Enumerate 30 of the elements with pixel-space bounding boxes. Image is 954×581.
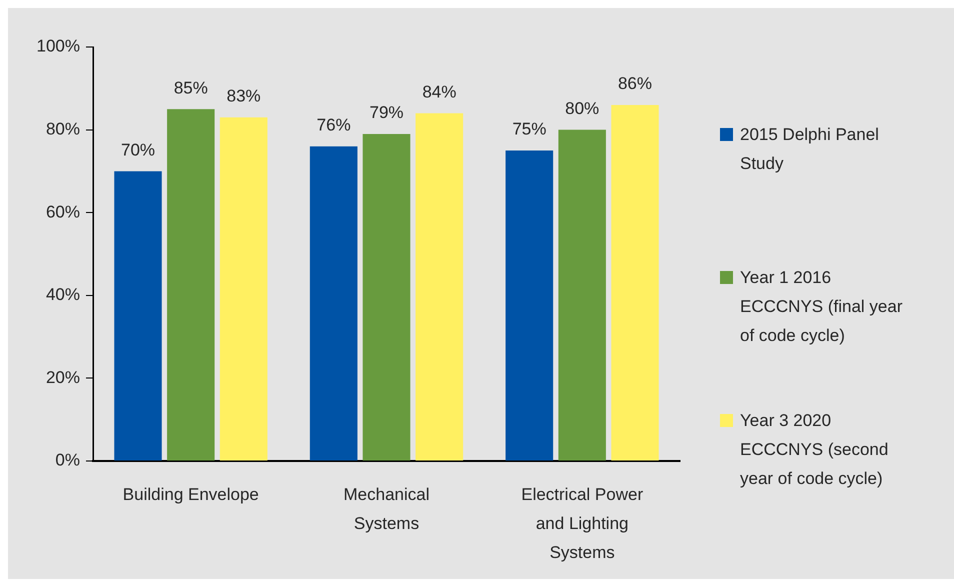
x-tick-label: Electrical Power and Lighting Systems (521, 485, 644, 562)
data-label: 86% (618, 74, 652, 94)
data-label: 83% (226, 86, 261, 106)
y-tick-label: 20% (46, 368, 80, 387)
bar (220, 117, 268, 460)
data-label: 76% (316, 116, 351, 135)
y-tick-label: 0% (55, 450, 80, 470)
bar (362, 134, 410, 460)
bar (558, 130, 606, 460)
legend-label: Year 1 2016 ECCCNYS (final year of code cycle) (740, 267, 904, 347)
legend-label: 2015 Delphi Panel Study (740, 124, 880, 175)
bar (611, 104, 659, 460)
data-label: 80% (565, 98, 600, 118)
bar (416, 113, 464, 460)
y-tick-label: 60% (46, 202, 80, 222)
data-label: 79% (369, 103, 404, 122)
bar (506, 150, 554, 460)
legend-label: Year 3 2020 ECCCNYS (second year of code cycle) (740, 410, 890, 490)
bar (310, 146, 358, 460)
x-tick-label: Mechanical Systems (344, 485, 430, 534)
data-label: 70% (120, 140, 156, 160)
data-label: 84% (422, 82, 456, 102)
bar (114, 171, 162, 460)
y-tick-label: 80% (46, 119, 80, 138)
x-tick-label: Building Envelope (122, 485, 259, 504)
bar (167, 109, 215, 460)
data-label: 75% (512, 120, 546, 139)
y-tick-label: 100% (36, 36, 80, 56)
data-label: 85% (174, 78, 208, 98)
y-tick-label: 40% (46, 285, 80, 304)
